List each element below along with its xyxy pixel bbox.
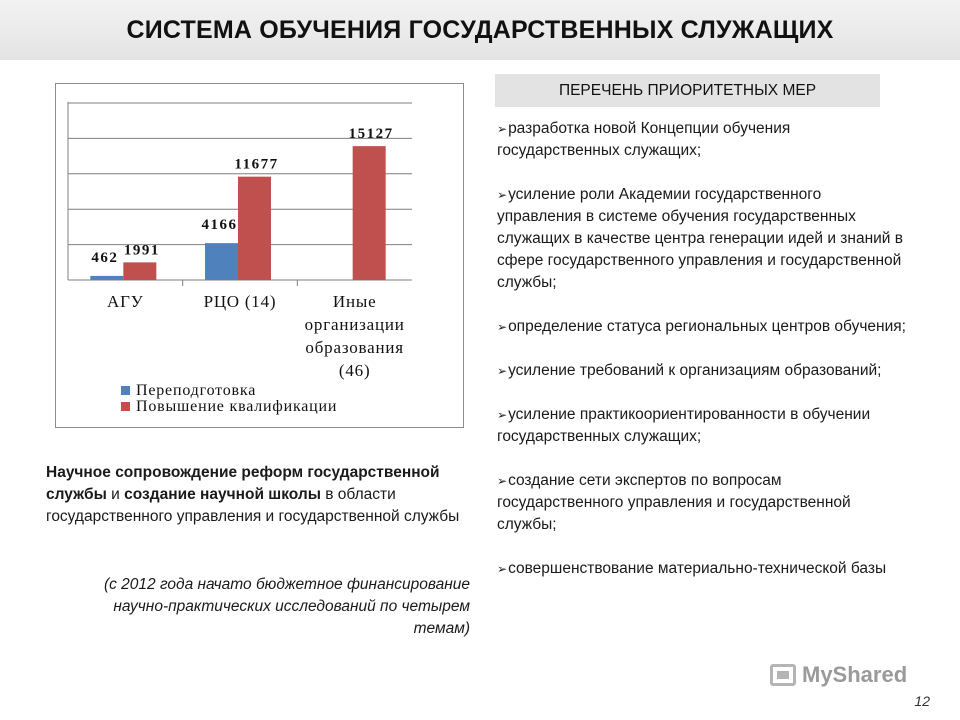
measure-item: ➢создание сети экспертов по вопросам гос… <box>497 470 907 536</box>
legend-label: Переподготовка <box>136 382 256 399</box>
legend-swatch <box>121 402 130 411</box>
measures-header: ПЕРЕЧЕНЬ ПРИОРИТЕТНЫХ МЕР <box>495 74 880 107</box>
measure-text: создание сети экспертов по вопросам госу… <box>497 472 851 533</box>
left-text: Научное сопровождение реформ государстве… <box>46 462 466 528</box>
arrow-bullet-icon: ➢ <box>497 188 508 202</box>
bar-retraining <box>90 275 124 280</box>
bar-qualification <box>238 176 271 280</box>
left-text-bold-a: Научное сопровождение реформ государстве… <box>46 464 440 503</box>
data-label: 462 <box>91 250 118 266</box>
left-text-bold-b: создание научной школы <box>124 486 321 503</box>
measure-item: ➢совершенствование материально-техническ… <box>497 558 907 580</box>
data-label: 15127 <box>349 126 394 142</box>
watermark: MyShared <box>770 660 930 690</box>
presentation-icon <box>770 664 796 686</box>
measure-text: усиление требований к организациям образ… <box>508 362 882 379</box>
arrow-bullet-icon: ➢ <box>497 320 508 334</box>
page-title: СИСТЕМА ОБУЧЕНИЯ ГОСУДАРСТВЕННЫХ СЛУЖАЩИ… <box>126 15 834 44</box>
arrow-bullet-icon: ➢ <box>497 364 508 378</box>
title-bar: СИСТЕМА ОБУЧЕНИЯ ГОСУДАРСТВЕННЫХ СЛУЖАЩИ… <box>0 0 960 60</box>
data-label: 11677 <box>234 157 278 173</box>
measure-item: ➢усиление требований к организациям обра… <box>497 360 907 382</box>
category-label: образования <box>305 338 403 357</box>
watermark-text: MyShared <box>802 662 908 687</box>
data-label: 1991 <box>124 242 160 258</box>
category-label: РЦО (14) <box>204 292 277 311</box>
left-text-rest: в области государственного управления и … <box>46 486 460 525</box>
category-label: организации <box>305 315 405 334</box>
measure-item: ➢усиление роли Академии государственного… <box>497 184 907 294</box>
arrow-bullet-icon: ➢ <box>497 408 508 422</box>
measures-list: ➢разработка новой Концепции обучения гос… <box>497 118 907 580</box>
measure-text: определение статуса региональных центров… <box>508 318 906 335</box>
category-label: (46) <box>339 361 371 380</box>
measure-text: усиление роли Академии государственного … <box>497 186 903 291</box>
measure-text: совершенствование материально-техническо… <box>508 560 887 577</box>
chart-frame: 462 4166 1991 11677 15127 АГУ РЦО (14) Иные орга… <box>55 83 464 428</box>
category-label: Иные <box>333 292 377 311</box>
bar-retraining <box>205 243 238 280</box>
arrow-bullet-icon: ➢ <box>497 474 508 488</box>
legend-label: Повышение квалификации <box>136 398 337 415</box>
funding-note: (с 2012 года начато бюджетное финансиров… <box>103 576 470 637</box>
page-number: 12 <box>914 693 930 709</box>
left-text-mid: и <box>106 486 125 503</box>
measure-item: ➢определение статуса региональных центро… <box>497 316 907 338</box>
data-label: 4166 <box>202 217 238 233</box>
arrow-bullet-icon: ➢ <box>497 562 508 576</box>
arrow-bullet-icon: ➢ <box>497 122 508 136</box>
bar-qualification <box>123 262 157 280</box>
measure-item: ➢усиление практикоориентированности в об… <box>497 404 907 448</box>
bar-chart: 462 4166 1991 11677 15127 АГУ РЦО (14) Иные орга… <box>67 102 412 415</box>
measure-text: разработка новой Концепции обучения госу… <box>497 120 791 159</box>
bar-qualification <box>352 146 386 280</box>
measure-text: усиление практикоориентированности в обу… <box>497 406 871 445</box>
legend-swatch <box>121 386 130 395</box>
measure-item: ➢разработка новой Концепции обучения гос… <box>497 118 907 162</box>
category-label: АГУ <box>107 292 144 311</box>
